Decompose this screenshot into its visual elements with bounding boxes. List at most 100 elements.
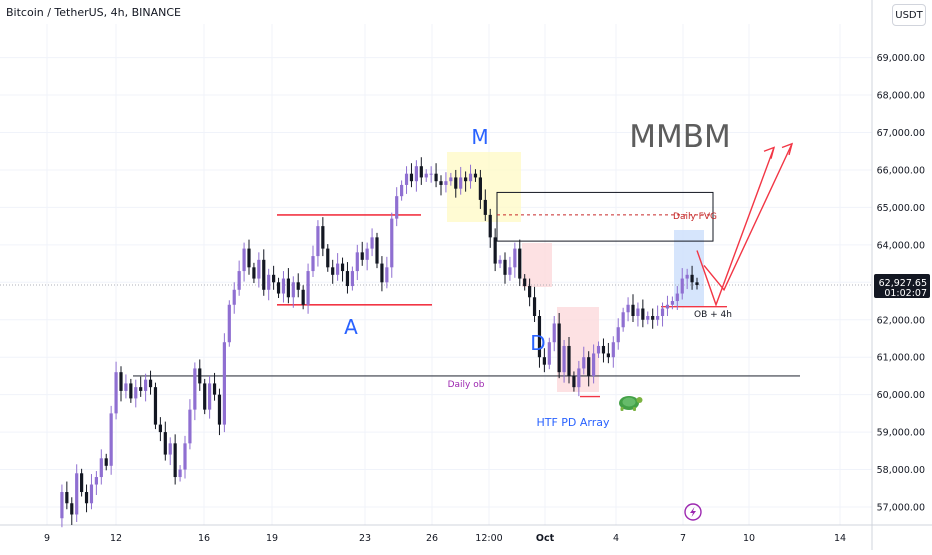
candle-body: [404, 173, 409, 185]
price-tick-label: 62,000.00: [877, 315, 925, 326]
candle-body: [365, 248, 369, 260]
price-axis[interactable]: 57,000.00 58,000.00 59,000.00 60,000.00 61,0…: [874, 53, 930, 514]
candle-body: [89, 484, 94, 504]
candle-body: [340, 263, 345, 272]
candle-body: [173, 443, 177, 478]
candle-body: [360, 252, 364, 260]
candle-body: [60, 492, 64, 519]
candle-body: [139, 387, 143, 391]
currency-button[interactable]: USDT: [892, 4, 926, 26]
candle-body: [616, 327, 620, 343]
candle-body: [557, 323, 561, 373]
candle-body: [84, 492, 89, 504]
candle-body: [203, 383, 207, 410]
candle-body: [217, 394, 222, 425]
candle-body: [75, 473, 79, 515]
time-tick-label: 23: [359, 533, 371, 544]
candle-body: [670, 301, 674, 305]
candle-body: [542, 357, 546, 365]
candle-body: [301, 289, 305, 305]
candle-body: [414, 166, 418, 182]
candle-body: [380, 263, 384, 283]
candles: [60, 157, 699, 528]
label-daily-ob: Daily ob: [448, 380, 485, 390]
candle-body: [395, 196, 399, 219]
candle-body: [577, 368, 581, 388]
candle-body: [493, 237, 497, 264]
time-tick-label: 12: [110, 533, 122, 544]
candle-body: [124, 383, 128, 391]
candle-body: [523, 278, 527, 287]
symbol-header[interactable]: Bitcoin / TetherUS, 4h, BINANCE: [6, 6, 182, 19]
candle-body: [685, 274, 689, 279]
candle-body: [370, 237, 374, 249]
candle-body: [178, 469, 182, 478]
candle-body: [212, 383, 217, 395]
candle-body: [473, 173, 478, 178]
candle-body: [483, 199, 487, 215]
candle-body: [459, 177, 463, 189]
price-tick-label: 58,000.00: [877, 465, 925, 476]
time-tick-label: 26: [426, 533, 438, 544]
last-price-badge: [874, 274, 930, 299]
candle-body: [168, 443, 172, 455]
label-d: D: [530, 331, 545, 355]
candle-body: [80, 473, 84, 493]
candle-body: [208, 383, 212, 410]
price-tick-label: 67,000.00: [877, 128, 925, 139]
candle-body: [242, 248, 246, 272]
time-axis[interactable]: 9 12 16 19 23 26 12:00 Oct 4 7 10 14: [44, 533, 846, 544]
lightning-icon[interactable]: [684, 503, 702, 521]
candle-body: [690, 274, 694, 283]
price-tick-label: 68,000.00: [877, 91, 925, 102]
candle-body: [695, 282, 699, 286]
time-tick-label: 4: [613, 533, 619, 544]
forecast-path: [696, 142, 794, 307]
candle-body: [400, 184, 404, 197]
candle-body: [109, 413, 113, 466]
candle-body: [537, 316, 542, 358]
time-tick-label: 12:00: [475, 533, 502, 544]
candle-body: [562, 345, 566, 373]
price-tick-label: 64,000.00: [877, 240, 925, 251]
candle-body: [528, 286, 532, 298]
candle-body: [326, 248, 330, 268]
candle-body: [119, 372, 123, 391]
candle-body: [247, 248, 251, 268]
candle-body: [587, 357, 591, 376]
candle-body: [272, 274, 276, 283]
candle-body: [582, 357, 586, 369]
candle-body: [257, 259, 261, 279]
candle-body: [656, 316, 660, 320]
candle-body: [345, 271, 350, 287]
candle-body: [321, 226, 325, 249]
candle-body: [434, 173, 438, 182]
candle-body: [449, 177, 453, 182]
arrowhead-secondary: [781, 142, 794, 156]
candle-body: [478, 177, 482, 200]
label-a: A: [344, 315, 358, 339]
label-ob-4h: OB + 4h: [694, 310, 732, 320]
candle-body: [439, 181, 443, 185]
candle-body: [375, 237, 379, 264]
time-tick-label: 16: [198, 533, 210, 544]
annotation-lines: [0, 214, 872, 398]
candle-body: [134, 387, 138, 399]
candle-body: [513, 248, 517, 268]
candle-body: [158, 424, 162, 433]
label-mmbm: MMBM: [629, 119, 731, 155]
candle-body: [276, 282, 281, 294]
candle-body: [464, 177, 468, 182]
candle-body: [468, 173, 473, 182]
candle-body: [601, 345, 606, 354]
candle-body: [232, 289, 236, 305]
candle-body: [227, 304, 231, 343]
candle-body: [631, 304, 635, 317]
label-m: M: [471, 125, 488, 149]
price-tick-label: 69,000.00: [877, 53, 925, 64]
candle-body: [626, 304, 630, 313]
candle-body: [429, 173, 433, 175]
candle-body: [144, 379, 148, 391]
price-tick-label: 60,000.00: [877, 390, 925, 401]
